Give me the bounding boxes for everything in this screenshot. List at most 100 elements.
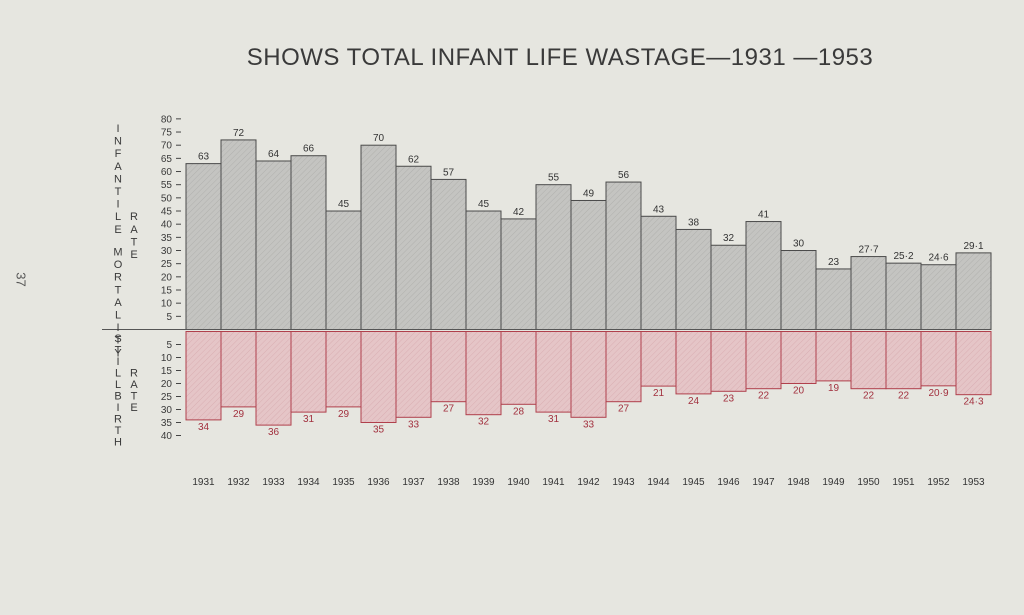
svg-text:E: E [114,224,121,236]
stillbirth-label-1953: 24·3 [963,397,983,408]
stillbirth-tick-label: 5 [166,340,172,351]
mortality-tick-label: 40 [161,220,173,231]
mortality-label-1942: 49 [583,188,595,199]
stillbirth-tick-label: 40 [161,431,173,442]
mortality-label-1935: 45 [338,199,350,210]
mortality-tick-label: 20 [161,272,173,283]
stillbirth-label-1933: 36 [268,427,280,438]
year-label-1953: 1953 [962,477,985,488]
svg-text:F: F [115,148,122,160]
stillbirth-label-1931: 34 [198,422,210,433]
mortality-tick-label: 15 [161,286,173,297]
mortality-bar-1951 [885,262,922,331]
stillbirth-label-1940: 28 [513,406,525,417]
stillbirth-label-1938: 27 [443,404,455,415]
mortality-tick-label: 75 [161,128,173,139]
mortality-bar-1942 [570,199,607,330]
stillbirth-bar-1932 [220,331,257,408]
svg-text:A: A [114,297,122,309]
mortality-bar-1934 [290,155,327,330]
mortality-label-1943: 56 [618,170,630,181]
mortality-bar-1938 [430,178,467,330]
mortality-bar-1953 [955,252,992,330]
mortality-label-1932: 72 [233,128,245,139]
year-label-1944: 1944 [647,477,670,488]
svg-text:O: O [114,259,123,271]
mortality-label-1939: 45 [478,199,490,210]
svg-text:L: L [115,368,121,380]
mortality-bar-1931 [185,163,222,330]
stillbirth-tick-label: 35 [161,418,173,429]
mortality-label-1941: 55 [548,173,560,184]
mortality-label-1931: 63 [198,152,210,163]
stillbirth-bar-1953 [955,331,992,396]
svg-text:I: I [116,402,119,414]
year-label-1934: 1934 [297,477,320,488]
mortality-tick-label: 65 [161,154,173,165]
svg-text:L: L [115,211,121,223]
mortality-bar-1948 [780,250,817,330]
year-label-1952: 1952 [927,477,950,488]
stillbirth-bar-1934 [290,331,327,413]
stillbirth-bar-1951 [885,331,922,390]
stillbirth-bar-1950 [850,331,887,390]
stillbirth-label-1932: 29 [233,409,245,420]
mortality-bar-1933 [255,160,292,330]
mortality-bar-1944 [640,215,677,331]
mortality-tick-label: 10 [161,299,173,310]
stillbirth-label-1943: 27 [618,404,630,415]
mortality-label-1936: 70 [373,133,385,144]
stillbirth-bar-1931 [185,331,222,421]
stillbirth-label-1947: 22 [758,391,770,402]
year-label-1946: 1946 [717,477,740,488]
mortality-tick-label: 45 [161,207,173,218]
mortality-bar-1943 [605,181,642,330]
mortality-label-1950: 27·7 [858,245,878,256]
mortality-bar-1940 [500,218,537,330]
stillbirth-label-1946: 23 [723,393,735,404]
svg-text:M: M [113,246,122,258]
svg-text:A: A [130,379,138,391]
year-label-1950: 1950 [857,477,880,488]
stillbirth-bar-1937 [395,331,432,418]
svg-text:N: N [114,173,122,185]
stillbirth-label-1937: 33 [408,419,420,430]
svg-text:T: T [131,236,138,248]
stillbirth-bar-1943 [605,331,642,403]
stillbirth-label-1936: 35 [373,425,385,436]
year-label-1933: 1933 [262,477,285,488]
stillbirth-label-1951: 22 [898,391,910,402]
mortality-label-1937: 62 [408,154,420,165]
stillbirth-tick-label: 20 [161,379,173,390]
mortality-label-1951: 25·2 [893,251,913,262]
year-label-1932: 1932 [227,477,250,488]
mortality-label-1940: 42 [513,207,525,218]
mortality-label-1945: 38 [688,217,700,228]
mortality-bar-1950 [850,256,887,330]
stillbirth-bar-1944 [640,331,677,387]
mortality-tick-label: 70 [161,141,173,152]
svg-text:N: N [114,136,122,148]
stillbirth-label-1934: 31 [303,414,315,425]
svg-text:S: S [114,333,121,345]
year-label-1940: 1940 [507,477,530,488]
stillbirth-label-1935: 29 [338,409,350,420]
svg-text:T: T [115,186,122,198]
stillbirth-label-1944: 21 [653,388,665,399]
svg-text:T: T [115,425,122,437]
stillbirth-bar-1941 [535,331,572,413]
mortality-label-1944: 43 [653,204,665,215]
year-label-1942: 1942 [577,477,600,488]
mortality-bar-1935 [325,210,362,330]
stillbirth-label-1939: 32 [478,417,490,428]
stillbirth-label-1942: 33 [583,419,595,430]
stillbirth-bar-1949 [815,331,852,382]
stillbirth-bar-1935 [325,331,362,408]
year-label-1941: 1941 [542,477,565,488]
svg-text:R: R [114,414,122,426]
mortality-bar-1947 [745,221,782,330]
stillbirth-bar-1933 [255,331,292,426]
mortality-tick-label: 5 [166,312,172,323]
